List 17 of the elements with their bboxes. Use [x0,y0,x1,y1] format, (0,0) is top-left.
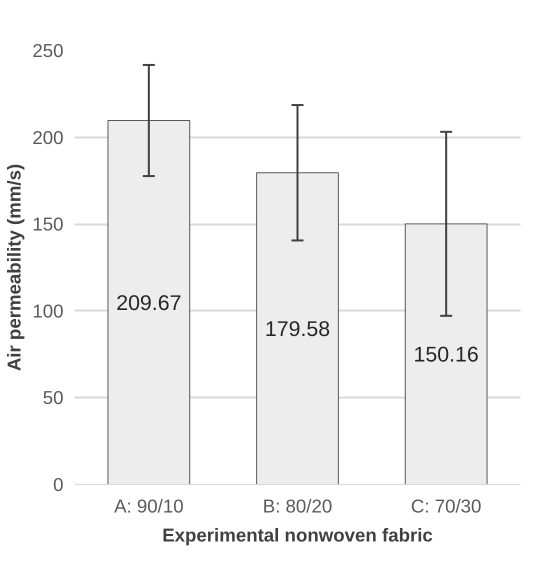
x-tick-label: B: 80/20 [262,496,332,516]
y-tick-label: 250 [32,40,64,61]
x-tick-label: C: 70/30 [410,496,482,516]
bar [107,120,190,484]
y-axis-title: Air permeability (mm/s) [3,164,24,372]
bar [256,172,339,484]
y-tick-label: 200 [32,126,64,148]
x-tick-label: A: 90/10 [114,496,184,516]
y-tick-label: 0 [53,474,64,495]
data-label: 179.58 [264,317,330,342]
data-label: 150.16 [414,342,479,367]
bar [404,223,488,484]
data-label: 209.67 [116,291,182,316]
y-tick-label: 100 [32,300,64,322]
y-tick-label: 50 [42,387,64,408]
x-axis-title: Experimental nonwoven fabric [162,524,433,546]
y-tick-label: 150 [32,214,64,235]
